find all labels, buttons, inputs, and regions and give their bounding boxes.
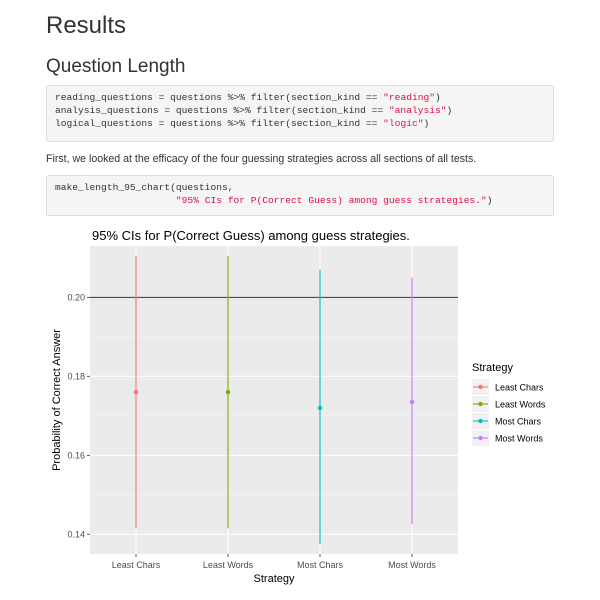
code-line: analysis_questions = questions %>% filte… — [55, 104, 545, 117]
x-tick-label: Most Chars — [297, 560, 344, 570]
plot-panel — [90, 246, 458, 554]
x-axis: Least Chars Least Words Most Chars Most Wor… — [112, 554, 436, 570]
legend-key-point — [478, 418, 483, 424]
chart-title: 95% CIs for P(Correct Guess) among guess… — [92, 228, 410, 243]
legend-key-point — [478, 435, 483, 441]
code-line: make_length_95_chart(questions, — [55, 181, 545, 194]
code-string: "reading" — [383, 92, 435, 103]
estimate-point — [317, 405, 323, 411]
code-string: "95% CIs for P(Correct Guess) among gues… — [175, 195, 487, 206]
code-line: "95% CIs for P(Correct Guess) among gues… — [55, 194, 545, 207]
estimate-point — [225, 389, 231, 395]
code-line: logical_questions = questions %>% filter… — [55, 117, 545, 130]
y-tick-label: 0.20 — [67, 292, 85, 302]
x-tick-label: Least Chars — [112, 560, 161, 570]
y-axis-label: Probability of Correct Answer — [51, 329, 63, 471]
legend: Strategy Least Chars Least Words Most Char… — [472, 362, 546, 446]
code-text: ) — [435, 92, 441, 103]
x-tick-label: Most Words — [388, 560, 436, 570]
y-tick-label: 0.18 — [67, 371, 85, 381]
code-line: reading_questions = questions %>% filter… — [55, 91, 545, 104]
code-block-filters[interactable]: reading_questions = questions %>% filter… — [46, 85, 554, 142]
error-bars — [133, 255, 415, 545]
code-text: ) — [486, 195, 493, 206]
legend-label: Most Words — [495, 434, 543, 444]
legend-key-point — [478, 384, 483, 390]
intro-paragraph: First, we looked at the efficacy of the … — [46, 153, 477, 165]
estimate-point — [133, 389, 139, 395]
code-text: reading_questions = questions %>% filter… — [55, 92, 384, 103]
x-tick-label: Least Words — [203, 560, 254, 570]
code-string: "logic" — [383, 118, 424, 129]
legend-title: Strategy — [472, 362, 513, 374]
legend-key-point — [478, 401, 483, 407]
code-text — [55, 195, 176, 206]
code-block-chart-call[interactable]: make_length_95_chart(questions, "95% CIs… — [46, 175, 554, 216]
y-axis: 0.14 0.16 0.18 0.20 — [67, 292, 90, 539]
code-text: ) — [423, 118, 430, 129]
ci-chart: 95% CIs for P(Correct Guess) among guess… — [51, 228, 546, 585]
code-string: "analysis" — [388, 105, 447, 116]
code-text: analysis_questions = questions %>% filte… — [55, 105, 389, 116]
page-title: Results — [46, 12, 127, 39]
code-text: logical_questions = questions %>% filter… — [55, 118, 384, 129]
code-text: make_length_95_chart(questions, — [55, 182, 234, 193]
y-tick-label: 0.16 — [67, 450, 85, 460]
legend-label: Most Chars — [495, 417, 542, 427]
code-text: ) — [446, 105, 453, 116]
y-tick-label: 0.14 — [67, 529, 85, 539]
estimate-point — [409, 399, 415, 405]
legend-label: Least Chars — [495, 383, 544, 393]
section-title: Question Length — [46, 56, 186, 77]
x-axis-label: Strategy — [254, 573, 295, 585]
legend-label: Least Words — [495, 400, 546, 410]
